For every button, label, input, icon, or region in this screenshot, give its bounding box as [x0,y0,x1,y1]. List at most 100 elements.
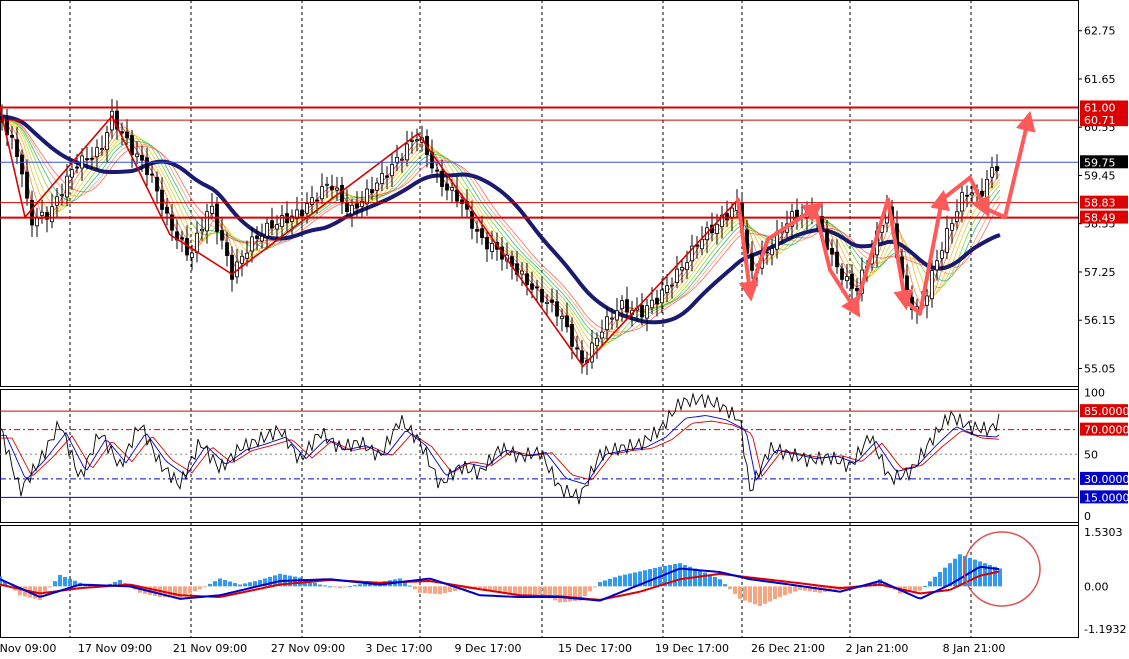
stoch-tick-label: 0 [1084,510,1091,523]
histogram-bar-positive [328,586,332,588]
histogram-bar-negative [183,586,187,596]
candle-bull [560,315,564,320]
histogram-bar-negative [793,586,797,592]
candle-bull [985,178,989,199]
histogram-bar-positive [238,584,242,587]
candle-bull [265,222,269,237]
stoch-level-label: 30.0000 [1084,473,1129,486]
histogram-bar-positive [718,579,722,587]
histogram-bar-negative [593,586,597,588]
candle-bear [655,297,659,305]
candle-bull [680,267,684,271]
candle-bear [855,287,859,292]
histogram-bar-negative [193,586,197,592]
x-tick-label: 2 Jan 21:00 [846,642,909,655]
histogram-bar-negative [758,586,762,606]
histogram-bar-positive [993,566,997,587]
price-tick-label: 57.25 [1084,266,1116,279]
candle-bear [440,170,444,187]
histogram-bar-negative [203,586,207,588]
candle-bear [555,301,559,317]
histogram-bar-negative [463,586,467,590]
candle-bull [415,139,419,142]
price-panel [0,98,1078,376]
histogram-bar-positive [933,576,937,587]
histogram-bar-negative [178,586,182,598]
annotation-arrow [886,197,914,311]
annotation-arrow [766,202,824,242]
candle-bear [435,169,439,172]
candle-bear [230,254,234,280]
histogram-bar-negative [453,586,457,591]
candle-bull [650,299,654,309]
candle-bull [675,268,679,283]
candle-bear [625,299,629,313]
histogram-bar-positive [678,563,682,587]
candle-bear [965,194,969,197]
annotation-arrow [983,206,1007,220]
candle-bear [130,135,134,156]
histogram-bar-positive [68,578,72,587]
candle-bull [260,235,264,242]
histogram-bar-positive [368,583,372,587]
candle-bear [840,268,844,280]
histogram-bar-positive [223,580,227,587]
annotation-arrow [918,189,950,316]
histogram-bar-positive [408,585,412,587]
price-tick-label: 56.15 [1084,314,1116,327]
histogram-bar-negative [768,586,772,602]
candle-bear [905,275,909,296]
candle-bull [620,300,624,310]
price-tick-label: 55.05 [1084,362,1116,375]
histogram-bar-positive [403,582,407,587]
candle-bull [290,215,294,222]
candle-bull [95,147,99,158]
candle-bull [360,200,364,207]
histogram-bar-positive [878,579,882,587]
histogram-bar-negative [493,586,497,593]
candle-bull [615,310,619,321]
histogram-bar-negative [173,586,177,598]
x-tick-label: 17 Nov 09:00 [78,642,152,655]
level-label: 60.71 [1084,114,1116,127]
level-label-box [1080,155,1128,169]
candle-bear [220,230,224,241]
candle-bull [610,317,614,320]
ma-ribbon-line [0,115,1001,356]
histogram-bar-positive [928,581,932,587]
histogram-bar-positive [638,571,642,587]
level-label: 58.83 [1084,197,1116,210]
histogram-bar-positive [53,581,57,587]
histogram-bar-negative [558,586,562,603]
histogram-bar-negative [513,586,517,596]
stoch-level-box [1080,422,1128,436]
candle-bear [30,200,34,226]
candle-bull [690,245,694,262]
histogram-bar-negative [553,586,557,601]
histogram-bar-negative [583,586,587,596]
histogram-bar-positive [623,574,627,587]
candle-bear [485,237,489,250]
candle-bull [660,289,664,304]
histogram-bar-negative [48,586,52,588]
candle-bear [315,199,319,202]
candle-bull [990,167,994,178]
histogram-bar-negative [333,586,337,588]
histogram-bar-positive [118,579,122,587]
price-tick-label: 59.45 [1084,169,1116,182]
candle-bear [995,166,999,172]
candle-bull [700,238,704,250]
histogram-bar-positive [3,581,7,587]
histogram-bar-negative [908,586,912,593]
candle-bull [940,250,944,259]
stoch-tick-label: 100 [1084,387,1105,400]
macd-tick-label: 0.00 [1084,580,1109,593]
histogram-bar-negative [773,586,777,600]
candle-bear [550,299,554,303]
histogram-bar-negative [433,586,437,594]
candle-bull [590,342,594,363]
candle-bull [925,295,929,306]
x-tick-label: 3 Dec 17:00 [366,642,433,655]
candle-bull [405,143,409,161]
